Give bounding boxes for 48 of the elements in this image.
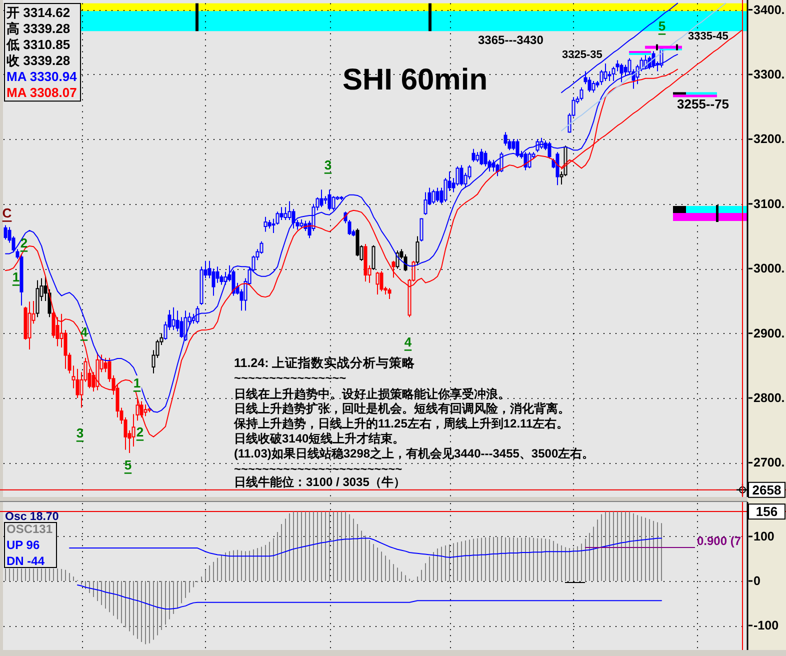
annotation: 3 <box>324 158 332 172</box>
annotation: 0.900 (7 <box>697 534 742 548</box>
y-tick-label: 3300. <box>754 67 785 82</box>
y-tick-label: 2900. <box>754 326 785 340</box>
annotation: (11.03)如果日线站稳3298之上，有机会见3440---3455、3500左右。 <box>234 446 594 460</box>
annotation: 1 <box>133 376 141 390</box>
text: UP 96 <box>6 538 40 552</box>
text: Osc 18.70 <box>5 511 59 523</box>
y-tick-label: -100 <box>754 618 779 633</box>
y-tick-label: 3400. <box>754 2 785 17</box>
text: 2658 <box>752 482 782 498</box>
annotation: 低 3310.85 <box>6 36 70 52</box>
annotation: 日线收破3140短线上升才结束。 <box>234 432 405 446</box>
text: DN -44 <box>6 554 45 568</box>
annotation: 日线牛能位：3100 / 3035（牛） <box>234 475 406 489</box>
y-tick-label: 100 <box>754 529 774 544</box>
y-tick-label: 3100. <box>754 196 785 211</box>
annotation: 开 3314.62 <box>6 4 70 20</box>
text: MA 3308.07 <box>6 84 77 100</box>
annotation: 保持上升趋势，日线上升的11.25左右，周线上升到12.11左右。 <box>233 416 569 430</box>
annotation: 高 3339.28 <box>6 20 70 36</box>
y-tick-label: 2700. <box>754 456 785 470</box>
annotation: 3365---3430 <box>478 33 544 47</box>
annotation: 4 <box>80 324 88 340</box>
annotation: 2 <box>136 424 144 440</box>
annotation: 1 <box>12 270 20 284</box>
annotation: 11.24: 上证指数实战分析与策略 <box>234 355 416 370</box>
annotation: 5 <box>124 458 132 472</box>
text: 156 <box>756 504 778 520</box>
annotation: 3325-35 <box>562 49 602 61</box>
text: SHI 60min <box>342 64 488 96</box>
y-tick-label: 3200. <box>754 132 785 146</box>
text: MA 3330.94 <box>6 68 78 84</box>
annotation: ~~~~~~~~~~~~~~~~~~~~~~~~ <box>234 462 402 476</box>
annotation: 3255--75 <box>677 96 730 112</box>
annotation: 日线上升趋势扩张，回吐是机会。短线有回调风险，消化背离。 <box>234 402 570 416</box>
y-tick-label: 2800. <box>754 391 785 405</box>
y-tick-label: 3000. <box>754 262 785 276</box>
annotation: 5 <box>658 18 666 34</box>
annotation: 2 <box>20 236 28 250</box>
annotation: 收 3339.28 <box>6 52 70 68</box>
annotation: ~~~~~~~~~~~~~~~~ <box>234 371 346 385</box>
annotation: 4 <box>404 334 412 350</box>
annotation: 3 <box>76 426 84 440</box>
y-tick-label: 0 <box>754 574 760 588</box>
annotation: 3335-45 <box>688 30 728 42</box>
annotation: C <box>2 206 12 220</box>
text: OSC131 <box>6 522 53 536</box>
